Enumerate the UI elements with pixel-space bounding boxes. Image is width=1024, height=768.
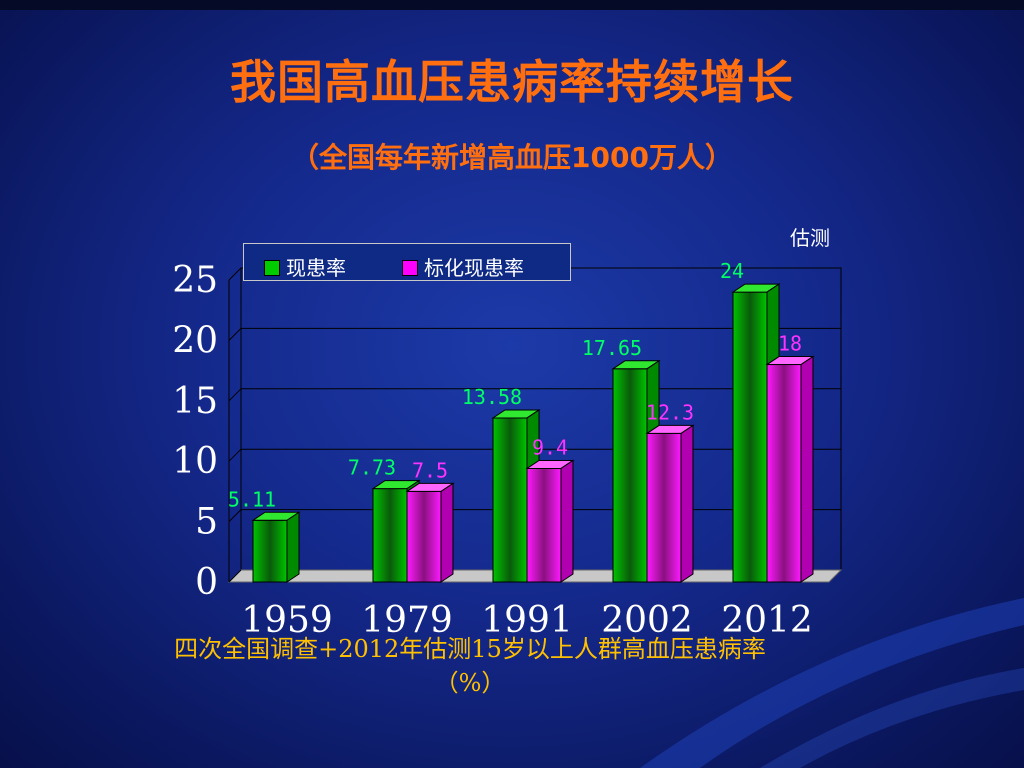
y-tick-label: 15 [172, 381, 218, 422]
y-tick-label: 0 [195, 562, 218, 603]
gridline-side [228, 267, 242, 281]
x-tick-label: 1979 [361, 600, 453, 641]
data-label: 13.58 [462, 385, 522, 409]
data-label: 9.4 [532, 435, 568, 459]
y-tick-label: 5 [195, 502, 218, 543]
data-label: 18 [778, 332, 802, 356]
footnote-line-2: （%） [434, 669, 506, 697]
data-label: 5.11 [228, 487, 276, 511]
legend-swatch-green [264, 260, 280, 276]
x-tick-label: 2012 [721, 600, 813, 641]
bar-green [492, 417, 528, 583]
y-tick-label: 10 [172, 441, 218, 482]
bar-green [252, 519, 288, 583]
bar-side [680, 424, 694, 583]
legend-item-series-1: 现患率 [264, 252, 346, 281]
legend-label-series-2: 标化现患率 [424, 256, 524, 280]
data-label: 7.73 [348, 456, 396, 480]
gridline-side [228, 569, 242, 583]
y-tick-label: 25 [172, 260, 218, 301]
bar-side [560, 459, 574, 583]
data-label: 17.65 [582, 336, 642, 360]
gridline-side [228, 388, 242, 402]
bar-green [732, 291, 768, 583]
bar-magenta [766, 364, 802, 583]
y-tick-label: 20 [172, 320, 218, 361]
estimate-note: 估测 [790, 226, 830, 250]
x-tick-label: 1959 [241, 600, 333, 641]
top-band [0, 0, 1024, 10]
bar-green [372, 488, 408, 583]
legend-swatch-magenta [402, 260, 418, 276]
footnote: 四次全国调查+2012年估测15岁以上人群高血压患病率 （%） [0, 632, 940, 700]
slide-title: 我国高血压患病率持续增长 [230, 55, 794, 109]
data-label: 7.5 [412, 458, 448, 482]
x-tick-label: 2002 [601, 600, 693, 641]
bar-side [286, 511, 300, 583]
slide-subtitle: （全国每年新增高血压1000万人） [291, 141, 733, 174]
legend-item-series-2: 标化现患率 [402, 252, 524, 281]
bar-magenta [646, 432, 682, 583]
bar-green [612, 368, 648, 583]
data-label: 12.3 [646, 400, 694, 424]
bar-magenta [526, 467, 562, 583]
bar-side [440, 482, 454, 583]
x-tick-label: 1991 [481, 600, 573, 641]
legend-label-series-1: 现患率 [286, 256, 346, 280]
gridline-side [228, 509, 242, 522]
bar-magenta [406, 490, 442, 583]
chart-legend: 现患率 标化现患率 [243, 243, 571, 281]
gridline-side [228, 328, 242, 341]
footnote-line-1: 四次全国调查+2012年估测15岁以上人群高血压患病率 [174, 635, 766, 663]
data-label: 24 [720, 259, 744, 283]
bar-side [800, 355, 814, 583]
gridline-side [228, 448, 242, 462]
